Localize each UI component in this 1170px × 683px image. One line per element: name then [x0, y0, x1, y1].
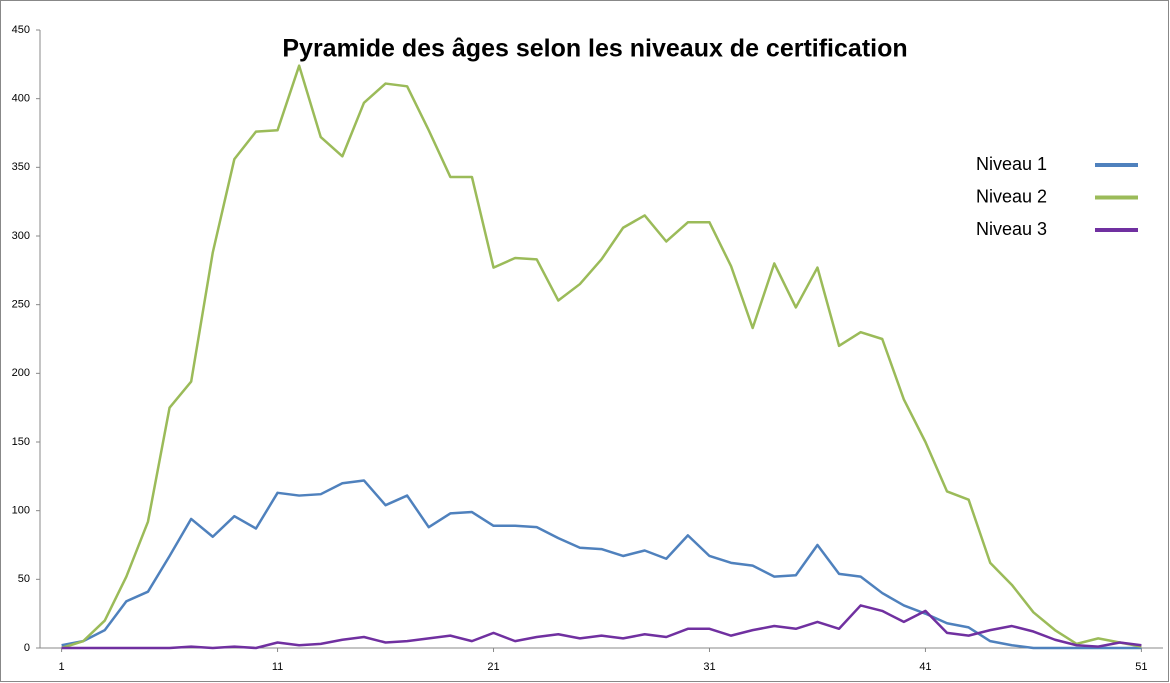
- legend-label: Niveau 1: [976, 154, 1047, 174]
- y-tick-label: 450: [12, 24, 30, 36]
- x-tick-label: 51: [1135, 661, 1147, 673]
- legend-label: Niveau 2: [976, 186, 1047, 206]
- y-tick-label: 400: [12, 93, 30, 105]
- series-line: [61, 64, 1142, 650]
- x-tick-label: 31: [703, 661, 715, 673]
- x-tick-label: 11: [272, 661, 283, 673]
- x-tick-label: 41: [919, 661, 931, 673]
- series-line: [61, 604, 1142, 650]
- y-tick-label: 150: [12, 436, 30, 448]
- legend-label: Niveau 3: [976, 219, 1047, 239]
- y-tick-label: 200: [12, 367, 30, 379]
- y-tick-label: 250: [12, 299, 30, 311]
- y-tick-label: 0: [24, 642, 30, 654]
- x-tick-label: 1: [59, 661, 65, 673]
- y-tick-label: 300: [12, 230, 30, 242]
- y-tick-label: 100: [12, 505, 30, 517]
- y-tick-label: 350: [12, 161, 30, 173]
- chart-title: Pyramide des âges selon les niveaux de c…: [282, 35, 907, 63]
- y-tick-label: 50: [18, 573, 30, 585]
- series-line: [61, 479, 1142, 650]
- x-tick-label: 21: [487, 661, 499, 673]
